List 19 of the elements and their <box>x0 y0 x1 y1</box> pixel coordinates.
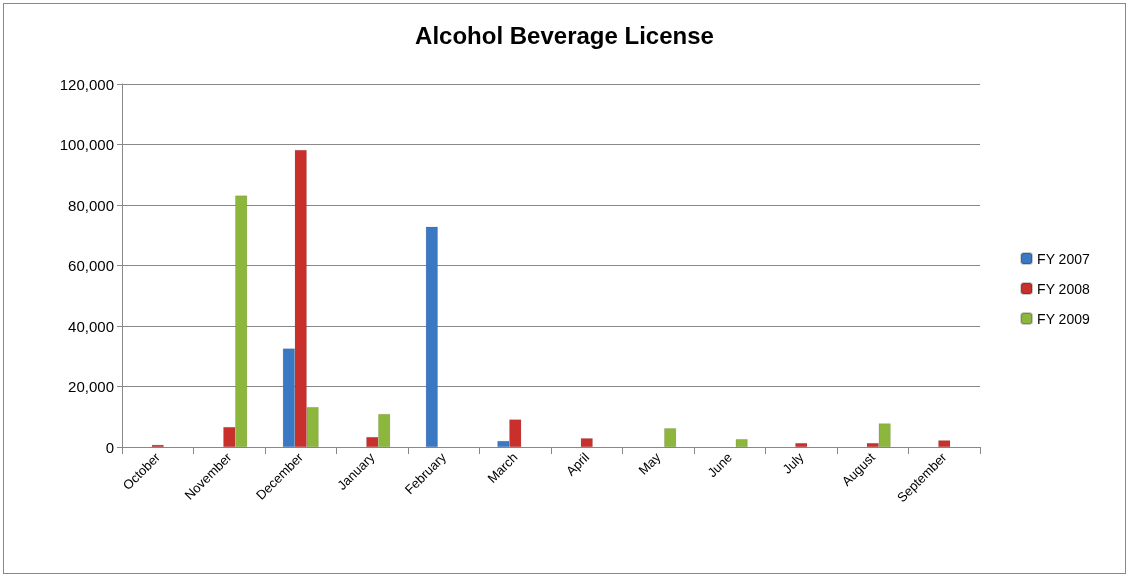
bar <box>938 440 951 447</box>
x-tick-label: May <box>635 449 664 478</box>
legend-label: FY 2008 <box>1037 280 1090 297</box>
bar <box>735 439 748 447</box>
y-tick-label: 0 <box>105 438 114 456</box>
chart-title: Alcohol Beverage License <box>415 21 714 49</box>
bar <box>580 438 593 447</box>
x-tick-label: July <box>779 449 807 477</box>
y-tick-label: 120,000 <box>59 75 114 93</box>
y-tick-label: 60,000 <box>68 257 114 274</box>
y-tick-label: 80,000 <box>68 196 114 214</box>
bar <box>795 443 808 447</box>
legend-label: FY 2009 <box>1037 310 1090 327</box>
legend-label: FY 2007 <box>1037 250 1090 267</box>
y-tick-label: 40,000 <box>68 317 114 335</box>
bar <box>425 226 438 447</box>
y-tick-label: 100,000 <box>59 136 114 153</box>
y-tick-label: 20,000 <box>68 378 114 395</box>
bar <box>664 428 677 447</box>
